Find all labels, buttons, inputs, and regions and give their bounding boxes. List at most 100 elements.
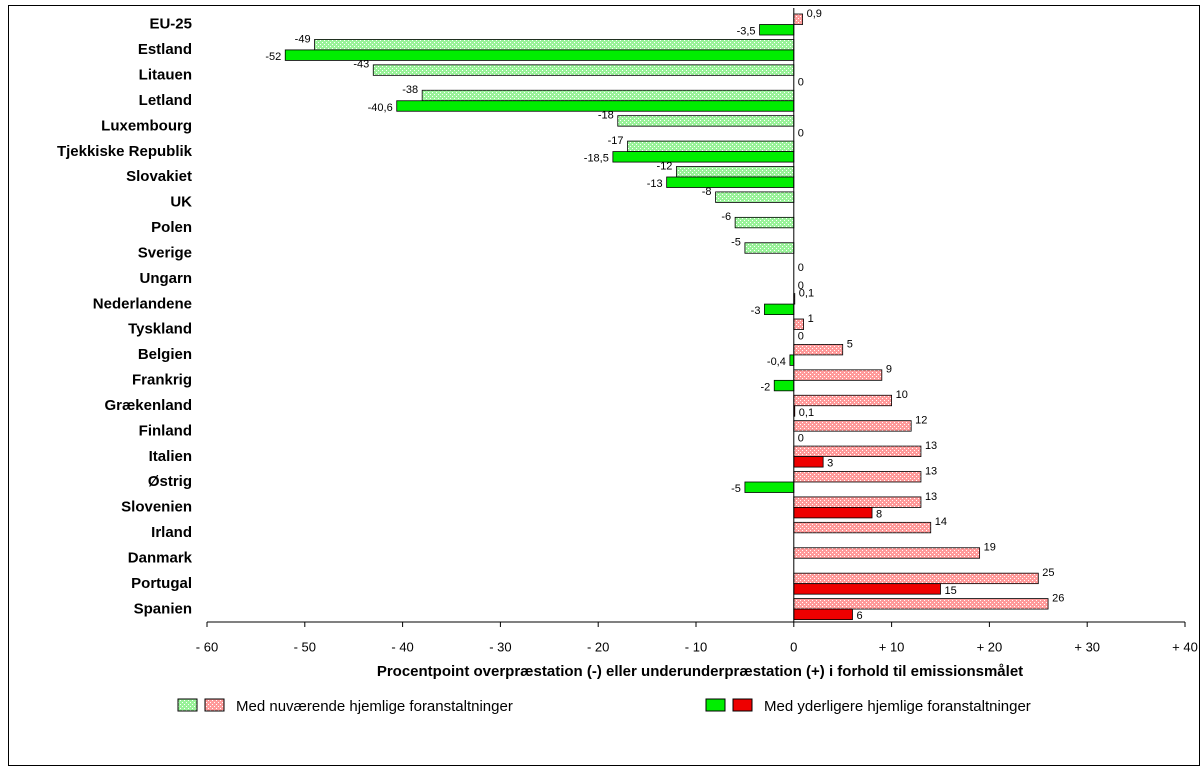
x-tick-label: - 50 [294,639,316,654]
legend-swatch [705,698,726,712]
value-label: -13 [647,178,663,190]
bar [421,89,795,102]
value-label: 0,9 [807,8,822,20]
bar [744,481,795,493]
bar [773,379,795,392]
value-label: -40,6 [368,102,393,114]
bar [744,242,795,254]
category-label: Irland [151,524,192,541]
bar [715,191,795,203]
value-label: -8 [702,186,712,198]
bar [793,598,1049,610]
value-label: 12 [915,415,927,427]
bar [314,39,795,51]
bar [793,547,981,559]
category-label: Luxembourg [101,117,192,134]
legend-swatch [177,698,198,712]
bar [676,166,795,178]
bar [793,13,804,25]
x-tick-label: + 10 [879,639,905,654]
value-label: 8 [876,509,882,521]
x-tick-label: - 60 [196,639,218,654]
category-label: Portugal [131,575,192,592]
bar [793,318,804,330]
value-label: -5 [731,483,741,495]
value-label: 19 [984,542,996,554]
value-label: -5 [731,237,741,249]
category-label: Østrig [148,473,192,490]
category-label: Slovenien [121,499,192,516]
legend-label: Med nuværende hjemlige foranstaltninger [236,698,513,715]
value-label: 0,1 [799,287,814,299]
value-label: -2 [760,381,770,393]
x-tick-label: - 10 [685,639,707,654]
category-label: EU-25 [149,16,192,33]
x-tick-label: - 20 [587,639,609,654]
category-label: Sverige [138,244,192,261]
x-tick-label: - 30 [489,639,511,654]
bar [793,496,922,508]
value-label: 1 [808,313,814,325]
value-label: 25 [1042,567,1054,579]
category-label: Slovakiet [126,168,192,185]
category-label: Polen [151,219,192,236]
category-label: Finland [139,422,192,439]
x-tick-label: - 40 [391,639,413,654]
bar [396,100,795,112]
value-label: 15 [945,585,957,597]
value-label: 0 [798,76,804,88]
bar [793,608,853,620]
category-label: Estland [138,41,192,58]
bar [789,354,795,366]
value-label: 13 [925,465,937,477]
value-label: -0,4 [767,356,786,368]
value-label: 3 [827,458,833,470]
x-axis-title: Procentpoint overpræstation (-) eller un… [377,663,1023,680]
bar [793,420,912,432]
value-label: -38 [402,84,418,96]
value-label: 0 [798,280,804,292]
frame [8,5,1200,766]
bar [372,64,795,76]
bar [734,216,795,229]
value-label: -18,5 [584,153,609,165]
bar [627,140,795,152]
value-label: -3 [751,305,761,317]
x-tick-label: + 30 [1074,639,1100,654]
bar [793,369,883,381]
bar [666,176,795,188]
bar [793,344,844,356]
category-label: Letland [139,92,192,109]
value-label: 26 [1052,592,1064,604]
value-label: 0 [798,127,804,139]
bar [793,507,873,519]
value-label: 0 [798,262,804,274]
bar [759,24,795,36]
value-label: -43 [353,59,369,71]
value-label: 0 [798,432,804,444]
category-label: UK [170,194,192,211]
bar [793,471,922,483]
value-label: 0,1 [799,407,814,419]
value-label: -52 [265,51,281,63]
value-label: 5 [847,338,853,350]
category-label: Litauen [139,67,192,84]
category-label: Grækenland [104,397,192,414]
legend-swatch [732,698,753,712]
category-label: Ungarn [140,270,193,287]
category-label: Spanien [134,600,192,617]
category-label: Tjekkiske Republik [57,143,193,160]
value-label: -12 [657,160,673,172]
value-label: 14 [935,516,947,528]
value-label: -49 [295,33,311,45]
value-label: 13 [925,440,937,452]
bar [617,115,795,127]
x-tick-label: + 40 [1172,639,1198,654]
bar [612,151,795,163]
bar [793,583,941,595]
category-label: Frankrig [132,372,192,389]
value-label: 6 [856,610,862,622]
value-label: -18 [598,110,614,122]
bar [793,572,1039,585]
